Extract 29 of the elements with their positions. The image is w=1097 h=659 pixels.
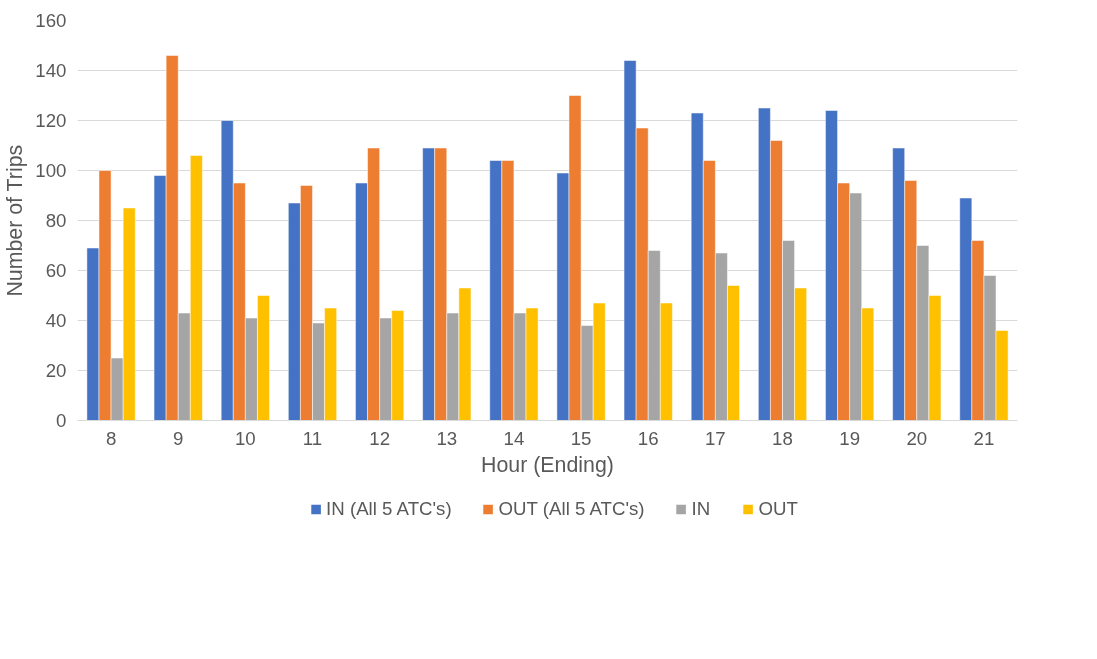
x-tick-label: 13 — [436, 427, 458, 449]
x-tick-label: 17 — [704, 427, 726, 449]
x-tick-label: 19 — [839, 427, 861, 449]
y-tick-label: 60 — [45, 260, 67, 281]
x-tick-label: 14 — [503, 427, 525, 449]
x-tick-label: 10 — [234, 427, 256, 449]
y-tick-label: 80 — [45, 210, 67, 231]
x-tick-label: 15 — [570, 427, 592, 449]
y-tick-label: 0 — [56, 410, 67, 431]
y-tick-label: 100 — [35, 160, 67, 181]
legend-label: OUT — [758, 498, 798, 520]
x-tick-label: 18 — [772, 427, 793, 449]
x-tick-label: 9 — [173, 427, 184, 449]
x-axis-title: Hour (Ending) — [481, 452, 614, 477]
legend-label: IN — [691, 498, 712, 520]
x-tick-label: 11 — [302, 427, 323, 449]
x-tick-label: 8 — [105, 427, 117, 449]
y-tick-label: 40 — [45, 310, 67, 331]
y-axis-title: Number of Trips — [3, 144, 28, 297]
x-tick-label: 12 — [369, 427, 391, 449]
y-tick-label: 120 — [35, 110, 67, 131]
x-tick-label: 21 — [973, 427, 995, 449]
legend-label: OUT (All 5 ATC's) — [498, 498, 645, 520]
y-tick-label: 20 — [45, 360, 67, 381]
y-tick-label: 140 — [35, 60, 67, 81]
x-tick-label: 20 — [906, 427, 928, 449]
y-tick-label: 160 — [35, 10, 67, 31]
x-tick-label: 16 — [637, 427, 659, 449]
legend-label: IN (All 5 ATC's) — [326, 498, 452, 520]
